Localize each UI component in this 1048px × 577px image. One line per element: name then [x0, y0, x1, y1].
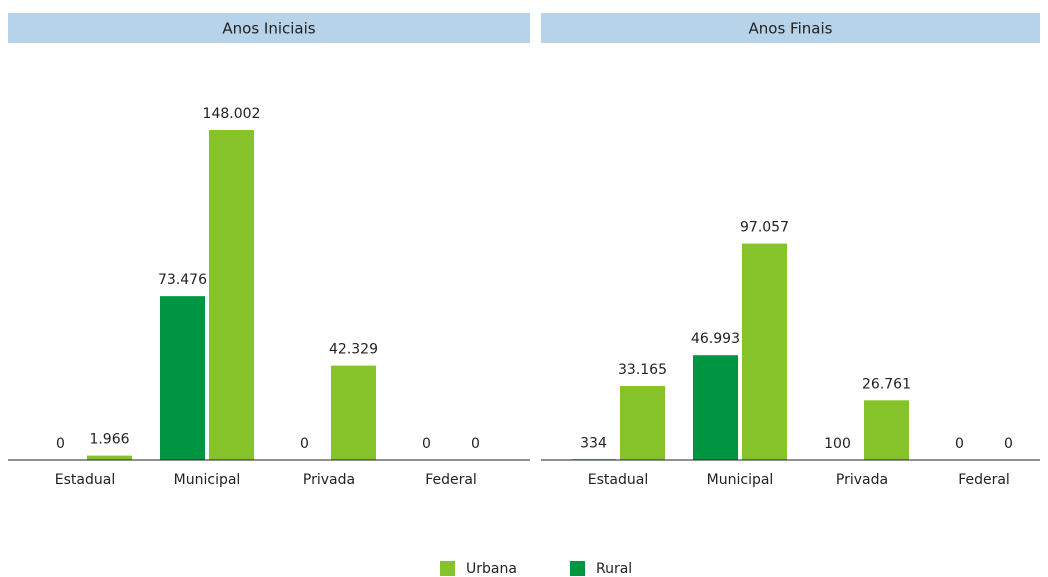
bar [209, 130, 254, 460]
x-tick-label: Municipal [707, 472, 774, 488]
data-label: 46.993 [691, 331, 740, 347]
x-tick-label: Federal [958, 472, 1010, 488]
data-label: 0 [300, 436, 309, 452]
bar [160, 296, 205, 460]
data-label: 0 [1004, 436, 1013, 452]
x-tick-label: Privada [836, 472, 888, 488]
data-label: 42.329 [329, 342, 378, 358]
legend-swatch [440, 561, 455, 576]
data-label: 0 [471, 436, 480, 452]
data-label: 97.057 [740, 220, 789, 236]
x-tick-label: Federal [425, 472, 477, 488]
data-label: 1.966 [89, 432, 129, 448]
x-tick-label: Estadual [55, 472, 115, 488]
legend-label: Rural [596, 561, 632, 577]
bar [693, 355, 738, 460]
data-label: 334 [580, 435, 607, 451]
x-tick-label: Municipal [174, 472, 241, 488]
bar [742, 243, 787, 460]
data-label: 33.165 [618, 362, 667, 378]
bar [87, 455, 132, 460]
data-label: 100 [824, 436, 851, 452]
panel-header [541, 13, 1040, 43]
panel-header [8, 13, 530, 43]
chart-title: Anos Iniciais [222, 20, 315, 38]
data-label: 148.002 [203, 106, 261, 122]
data-label: 73.476 [158, 272, 207, 288]
data-label: 0 [955, 436, 964, 452]
data-label: 0 [422, 436, 431, 452]
x-tick-label: Privada [303, 472, 355, 488]
data-label: 0 [56, 436, 65, 452]
legend-swatch [570, 561, 585, 576]
chart-title: Anos Finais [749, 20, 833, 38]
legend-label: Urbana [466, 561, 517, 577]
bar [331, 365, 376, 460]
bar [620, 386, 665, 460]
data-label: 26.761 [862, 376, 911, 392]
x-tick-label: Estadual [588, 472, 648, 488]
bar [864, 400, 909, 460]
